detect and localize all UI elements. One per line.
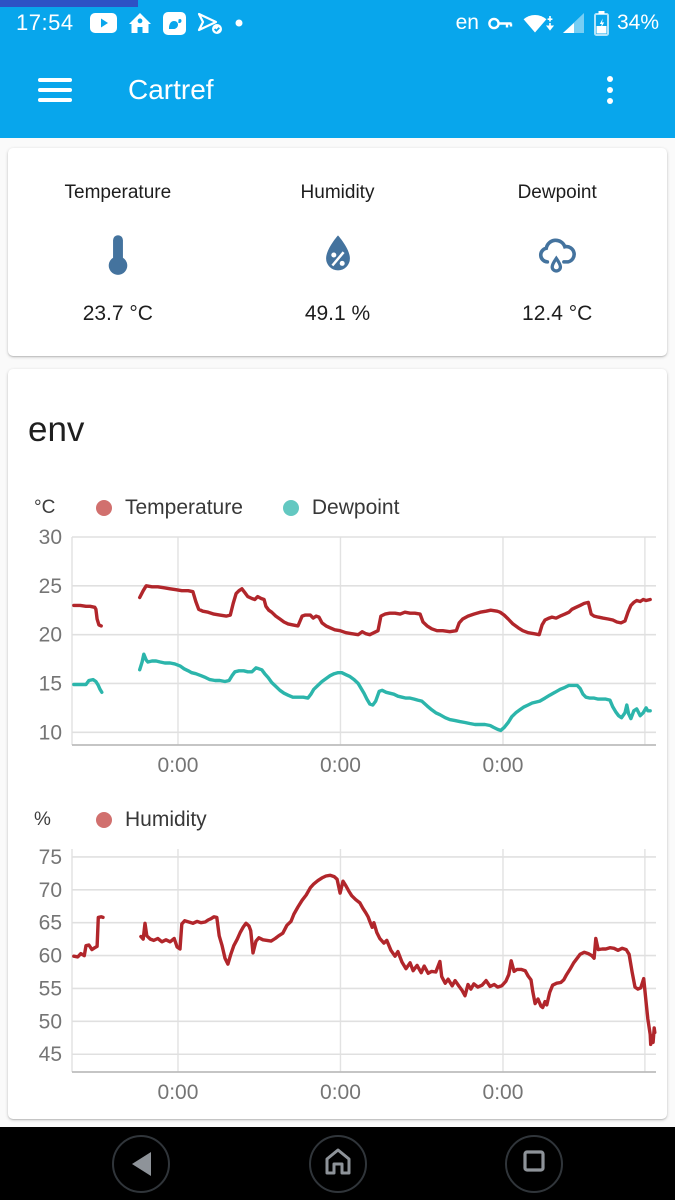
squirrel-app-icon xyxy=(162,11,186,35)
series-line-humidity xyxy=(72,915,105,959)
battery-percent: 34% xyxy=(616,11,659,34)
chart2-header: % Humidity xyxy=(34,807,667,833)
y-tick-label: 45 xyxy=(39,1043,62,1066)
sensor-label: Temperature xyxy=(64,182,172,203)
x-tick-label: 0:00 xyxy=(320,754,361,777)
app-bar: Cartref xyxy=(0,42,675,138)
history-graph-card: env °C Temperature Dewpoint 30 25 20 15 10 0:0… xyxy=(8,369,667,1119)
download-progress-strip xyxy=(0,0,138,7)
vpn-key-icon xyxy=(487,16,514,31)
temperature-dewpoint-chart[interactable]: 30 25 20 15 10 0:00 0:00 0:00 xyxy=(8,529,667,777)
back-button[interactable] xyxy=(112,1134,170,1193)
status-bar: 17:54 en xyxy=(0,0,675,42)
series-line-temperature xyxy=(72,603,103,628)
weather-rainy-icon xyxy=(535,234,579,276)
keyboard-language: en xyxy=(455,11,479,34)
series-line-humidity xyxy=(139,873,657,1047)
recents-icon xyxy=(522,1149,546,1178)
legend-label: Humidity xyxy=(125,808,207,831)
x-tick-label: 0:00 xyxy=(158,1081,199,1104)
wifi-icon xyxy=(522,12,554,34)
send-check-icon xyxy=(197,12,224,35)
home-icon xyxy=(323,1147,353,1180)
series-line-temperature xyxy=(137,584,652,637)
cell-signal-icon xyxy=(562,12,586,34)
notification-dot xyxy=(235,19,243,27)
youtube-icon xyxy=(89,13,117,33)
chart1-header: °C Temperature Dewpoint xyxy=(34,495,667,521)
chart2-unit-label: % xyxy=(34,809,51,830)
legend-dot-icon xyxy=(282,500,299,516)
y-tick-label: 60 xyxy=(39,945,62,968)
battery-icon xyxy=(593,10,609,36)
sensor-value: 12.4 °C xyxy=(522,302,593,325)
sensor-value: 49.1 % xyxy=(304,302,371,325)
humidity-chart[interactable]: 75 70 65 60 55 50 45 0:00 0:00 0:00 xyxy=(8,841,667,1105)
chart2-legend: Humidity xyxy=(96,808,207,832)
recents-button[interactable] xyxy=(505,1134,563,1193)
android-nav-bar xyxy=(0,1127,675,1200)
y-tick-label: 10 xyxy=(39,721,62,744)
x-tick-label: 0:00 xyxy=(483,1081,524,1104)
overflow-menu-icon[interactable] xyxy=(601,70,619,110)
sensor-label: Dewpoint xyxy=(517,182,597,203)
legend-item: Humidity xyxy=(96,808,207,832)
back-icon xyxy=(131,1151,151,1176)
page-title: Cartref xyxy=(128,74,214,105)
y-tick-label: 55 xyxy=(39,977,62,1000)
x-tick-label: 0:00 xyxy=(483,754,524,777)
y-tick-label: 25 xyxy=(39,575,62,598)
system-status-icons: en 34% xyxy=(455,10,659,36)
y-tick-label: 30 xyxy=(39,529,62,549)
home-assistant-icon xyxy=(128,12,152,34)
legend-dot-icon xyxy=(96,500,112,516)
legend-label: Temperature xyxy=(125,496,243,519)
y-tick-label: 70 xyxy=(39,879,62,902)
glance-card: Temperature 23.7 °C Humidity 49.1 % Dewp… xyxy=(8,148,667,356)
thermometer-icon xyxy=(103,234,133,276)
chart1-unit-label: °C xyxy=(34,497,56,518)
y-tick-label: 75 xyxy=(39,846,62,869)
sensor-temperature[interactable]: Temperature 23.7 °C xyxy=(8,182,228,326)
legend-item: Temperature xyxy=(96,496,243,520)
legend-label: Dewpoint xyxy=(311,496,400,519)
y-tick-label: 15 xyxy=(39,672,62,695)
chart1-legend: Temperature Dewpoint xyxy=(96,496,399,520)
series-line-dewpoint xyxy=(72,677,104,695)
status-time: 17:54 xyxy=(16,10,74,35)
sensor-dewpoint[interactable]: Dewpoint 12.4 °C xyxy=(447,182,667,326)
notification-icons xyxy=(89,11,243,35)
x-tick-label: 0:00 xyxy=(320,1081,361,1104)
home-button[interactable] xyxy=(308,1134,367,1193)
legend-item: Dewpoint xyxy=(282,496,400,520)
y-tick-label: 50 xyxy=(39,1010,62,1033)
y-tick-label: 65 xyxy=(39,912,62,935)
sensor-label: Humidity xyxy=(300,182,375,203)
sensor-value: 23.7 °C xyxy=(82,302,153,325)
y-tick-label: 20 xyxy=(39,624,62,647)
x-tick-label: 0:00 xyxy=(158,754,199,777)
sensor-humidity[interactable]: Humidity 49.1 % xyxy=(228,182,448,326)
menu-icon[interactable] xyxy=(38,78,72,102)
series-line-dewpoint xyxy=(137,652,652,733)
legend-dot-icon xyxy=(96,812,112,828)
water-percent-icon xyxy=(321,234,355,276)
card-title: env xyxy=(28,410,85,449)
